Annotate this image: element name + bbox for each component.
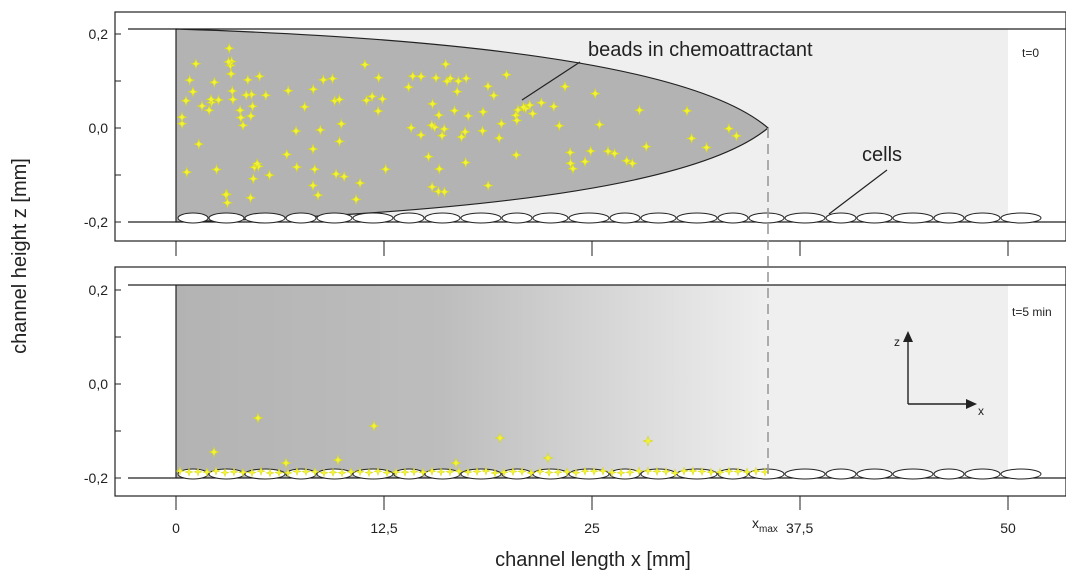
fluid-gradient (176, 285, 768, 478)
cell (208, 212, 245, 224)
axes-glyph: z x (894, 331, 984, 418)
cell (424, 212, 461, 224)
time-label-top: t=0 (1022, 46, 1039, 60)
cell (825, 468, 857, 480)
cell (177, 212, 209, 224)
cell (501, 212, 533, 224)
cell (892, 468, 934, 480)
xtick-label-25: 25 (584, 520, 600, 536)
cell (933, 212, 965, 224)
ytick-label-top: 0,2 (89, 26, 109, 42)
cell (460, 212, 502, 224)
panel-bottom: 0,2 0,0 -0,2 t=5 min z x (84, 266, 1066, 497)
cell (609, 212, 641, 224)
cell (352, 212, 394, 224)
cell (393, 212, 425, 224)
ytick-label-top-2: 0,2 (89, 282, 109, 298)
cell (825, 212, 857, 224)
ytick-label-bottom: -0,2 (84, 214, 108, 230)
ytick-label-mid: 0,0 (89, 120, 109, 136)
panel-top: 0,2 0,0 -0,2 t=0 beads in chemoattractan… (84, 11, 1066, 242)
cell (244, 212, 286, 224)
cell (501, 468, 533, 480)
cell (964, 468, 1001, 480)
cell (892, 212, 934, 224)
ytick-label-mid-2: 0,0 (89, 376, 109, 392)
cell (933, 468, 965, 480)
cell (784, 468, 826, 480)
z-arrowhead-icon (903, 331, 913, 342)
cell (609, 468, 641, 480)
cell (856, 212, 893, 224)
cell (393, 468, 425, 480)
cell (244, 468, 286, 480)
x-axis-label: x (978, 404, 984, 418)
xmax-subscript: max (759, 524, 778, 535)
cell (1000, 212, 1042, 224)
cells-annotation: cells (862, 144, 902, 166)
xtick-label-50: 50 (1000, 520, 1016, 536)
cell (748, 212, 785, 224)
cells-top (177, 212, 1042, 224)
cell (784, 212, 826, 224)
cell (285, 212, 317, 224)
xtick-label-0: 0 (172, 520, 180, 536)
cell (964, 212, 1001, 224)
cells-annotation-leader (828, 169, 888, 215)
cell (568, 468, 610, 480)
cell (1000, 468, 1042, 480)
xtick-label-12-5: 12,5 (370, 520, 397, 536)
cell (532, 212, 569, 224)
cell (856, 468, 893, 480)
xmax-label: xmax (752, 515, 778, 535)
time-label-bottom: t=5 min (1012, 305, 1052, 319)
x-arrowhead-icon (966, 399, 977, 409)
cell (316, 468, 353, 480)
xtick-label-37-5: 37,5 (786, 520, 813, 536)
cell (568, 212, 610, 224)
z-axis-label: z (894, 335, 900, 349)
cell (717, 212, 749, 224)
beads-annotation: beads in chemoattractant (588, 39, 813, 61)
beads-annotation-leader (521, 61, 581, 101)
cell (676, 212, 718, 224)
cell (640, 212, 677, 224)
y-axis-title: channel height z [mm] (9, 158, 31, 354)
xmax-symbol: x (752, 515, 759, 531)
cell (316, 212, 353, 224)
cells-bottom (177, 468, 1042, 480)
cell (285, 468, 317, 480)
x-axis-title: channel length x [mm] (495, 549, 691, 571)
ytick-label-bottom-2: -0,2 (84, 470, 108, 486)
cell (717, 468, 749, 480)
